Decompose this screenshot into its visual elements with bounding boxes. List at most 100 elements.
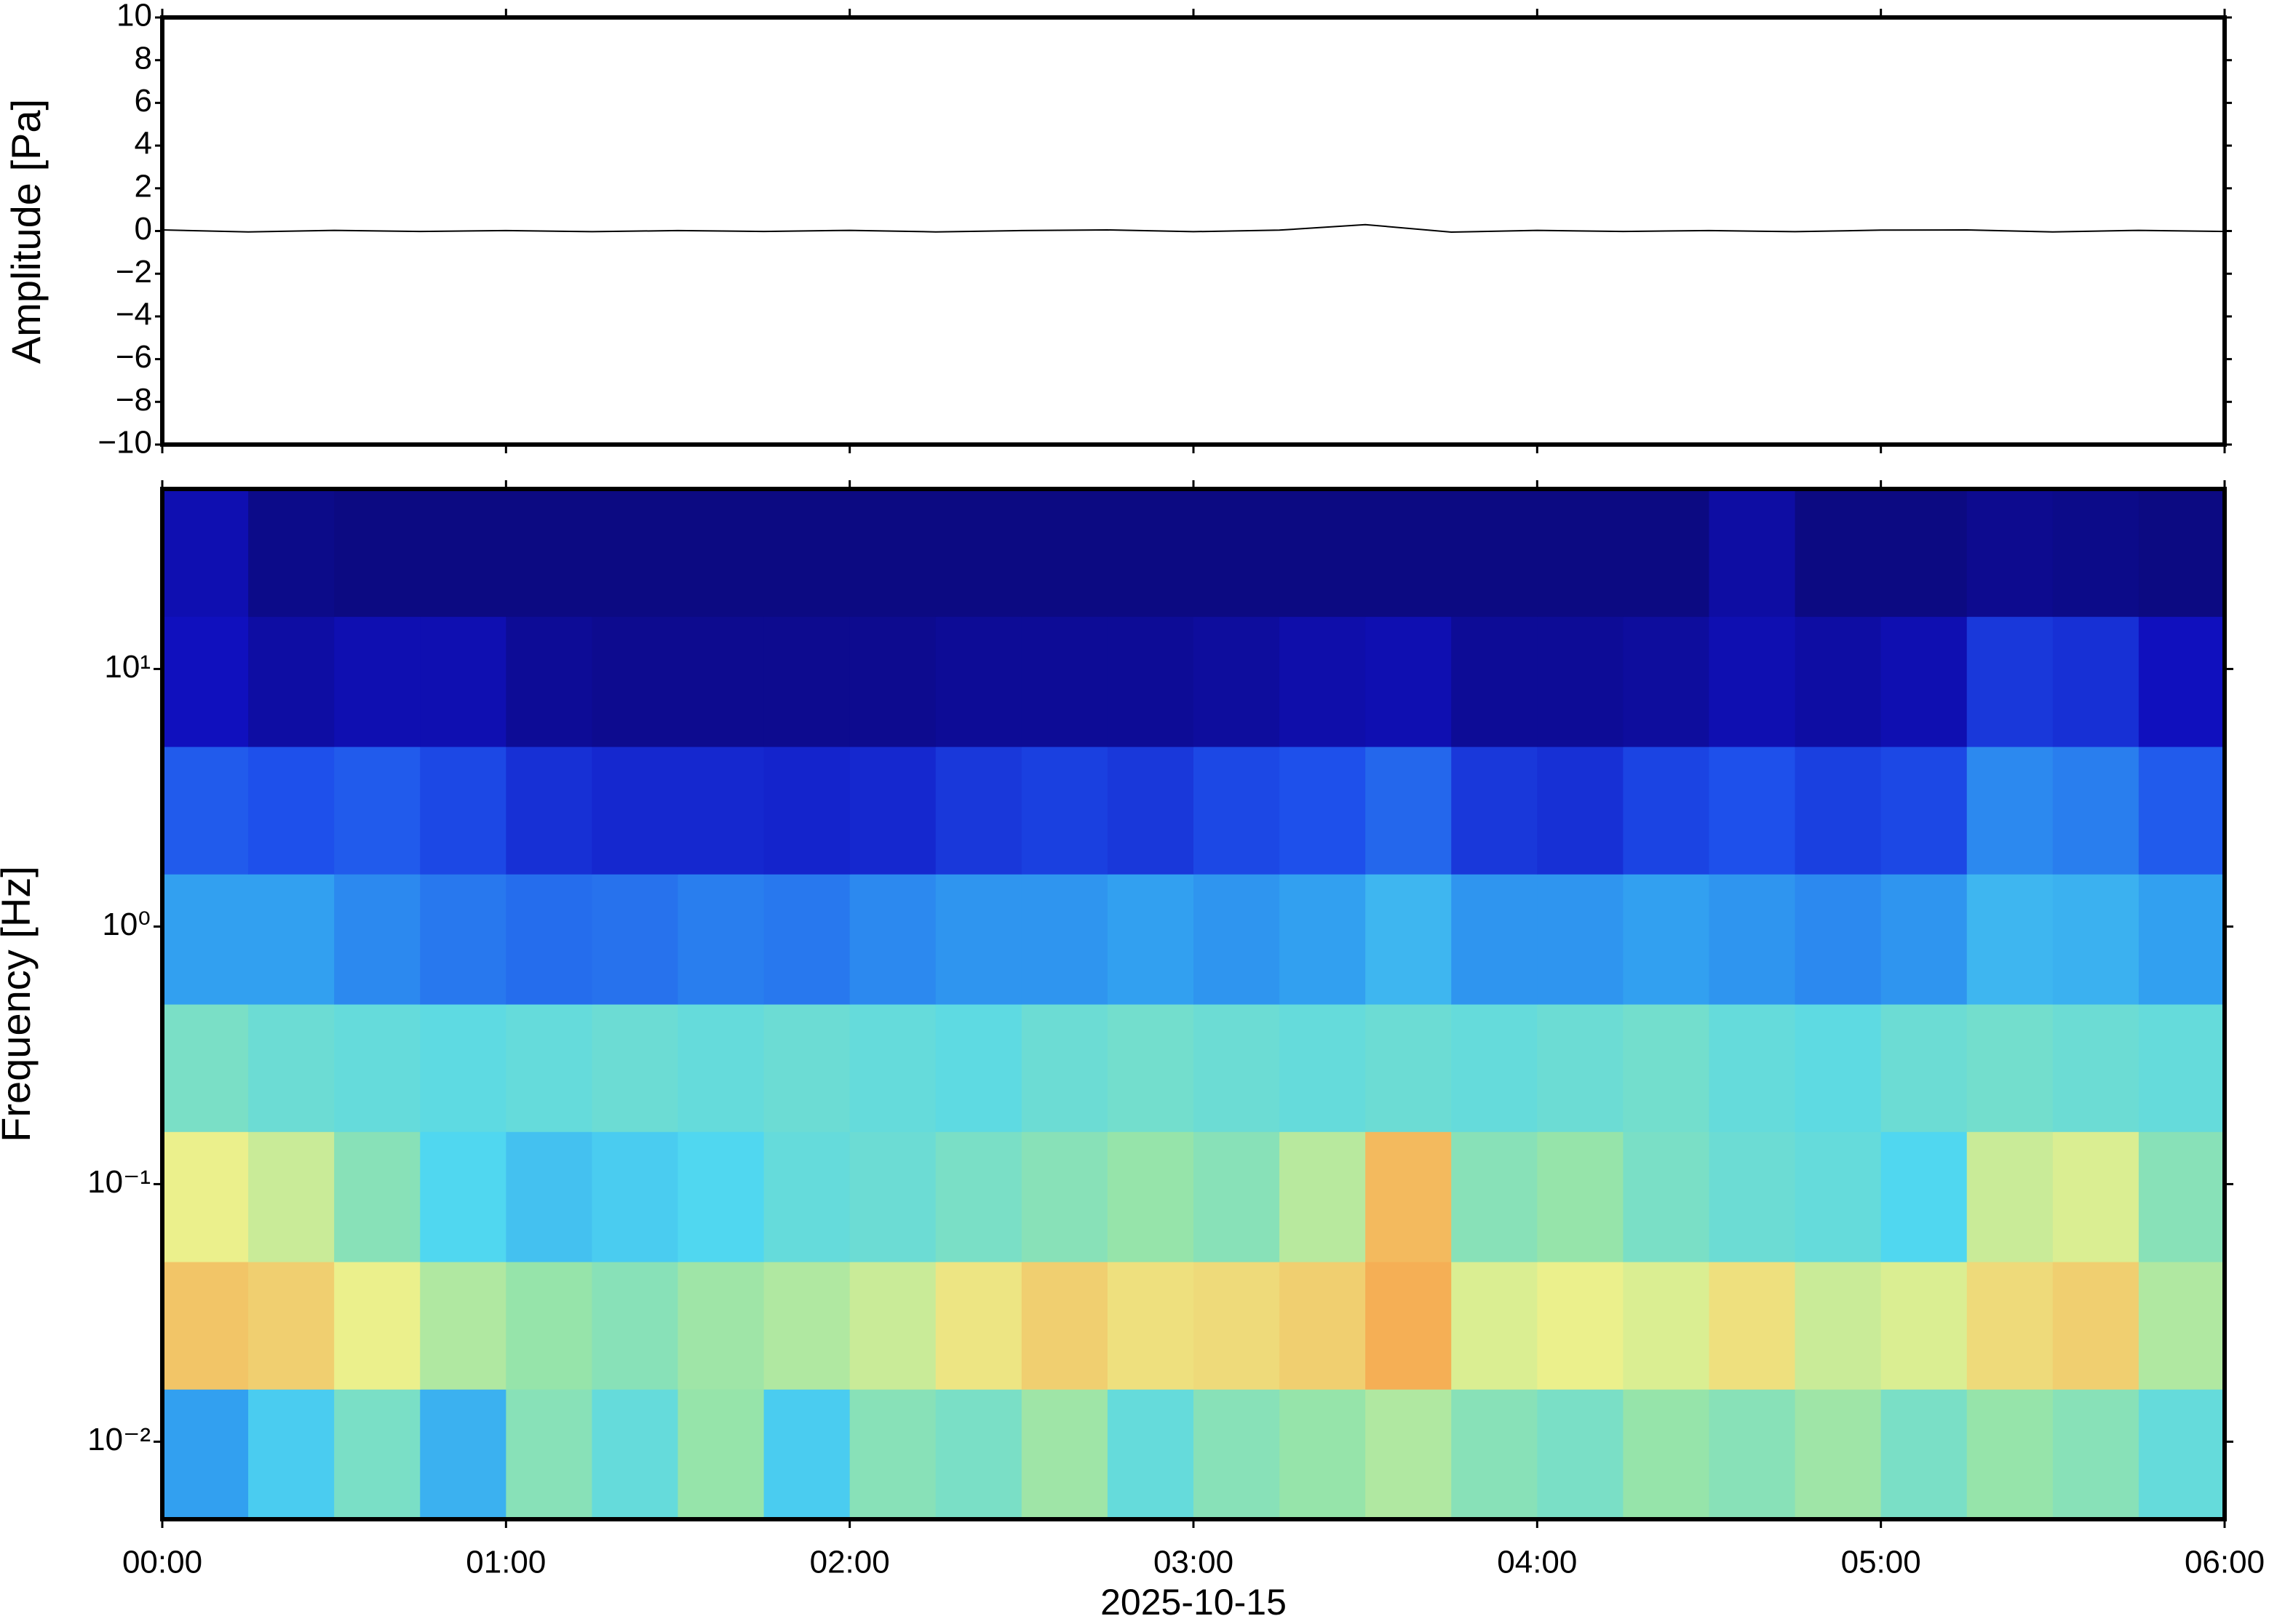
spectrogram-cell (1537, 1389, 1624, 1520)
spectrogram-cell (162, 1389, 249, 1520)
spectrogram-cell (935, 1004, 1022, 1132)
spectrogram-cell (334, 1131, 421, 1262)
spectrogram-cell (1709, 1262, 1796, 1390)
spectrogram-cell (849, 1389, 937, 1520)
spectrogram-cell (1966, 747, 2054, 875)
spectrogram-cell (1107, 489, 1194, 617)
spectrogram-cell (420, 1131, 506, 1262)
spectrogram-cell (1193, 616, 1280, 747)
spectrogram-cell (1537, 747, 1624, 875)
spectrogram-cell (935, 1389, 1022, 1520)
spectrogram-cell (1537, 1004, 1624, 1132)
y-tick-label: 10⁰ (102, 907, 151, 942)
spectrogram-cell (849, 747, 937, 875)
spectrogram-cell (849, 1004, 937, 1132)
spectrogram-cell (1365, 1262, 1452, 1390)
spectrogram-cell (1279, 1131, 1366, 1262)
y-tick-label: −6 (116, 339, 152, 375)
y-tick-label: 0 (135, 211, 152, 247)
spectrogram-cell (849, 489, 937, 617)
y-tick-label: −2 (116, 254, 152, 290)
spectrogram-cell (334, 1389, 421, 1520)
spectrogram-cell (677, 489, 765, 617)
spectrogram-cell (1021, 489, 1108, 617)
spectrogram-cell (248, 1262, 335, 1390)
spectrogram-cell (2052, 616, 2139, 747)
spectrogram-cell (763, 874, 851, 1005)
spectrogram-cell (1279, 489, 1366, 617)
spectrogram-cell (1795, 616, 1882, 747)
spectrogram-cell (1709, 1004, 1796, 1132)
spectrogram-cell (1021, 747, 1108, 875)
spectrogram-cell (1623, 489, 1710, 617)
spectrogram-cell (248, 489, 335, 617)
y-tick-label: 4 (135, 126, 152, 162)
spectrogram-cell (1365, 489, 1452, 617)
y-tick-label: 8 (135, 40, 152, 76)
spectrogram-cell (2052, 1389, 2139, 1520)
spectrogram-cell (1107, 874, 1194, 1005)
spectrogram-cell (2052, 489, 2139, 617)
spectrogram-cell (1709, 616, 1796, 747)
spectrogram-cell (1623, 874, 1710, 1005)
spectrogram-cell (2138, 1262, 2225, 1390)
spectrogram-cell (1021, 1389, 1108, 1520)
spectrogram-cell (420, 747, 506, 875)
spectrogram-cell (2138, 1131, 2225, 1262)
spectrogram-cell (420, 1004, 506, 1132)
spectrogram-cell (1966, 1131, 2054, 1262)
spectrogram-cell (1021, 1004, 1108, 1132)
spectrogram-cell (592, 1262, 679, 1390)
spectrogram-cell (763, 616, 851, 747)
spectrogram-cell (1279, 747, 1366, 875)
spectrogram-cell (2138, 747, 2225, 875)
spectrogram-cell (1021, 874, 1108, 1005)
spectrogram-cell (1451, 747, 1538, 875)
spectrogram-cell (248, 1131, 335, 1262)
spectrogram-cell (506, 1131, 593, 1262)
spectrogram-cell (1880, 489, 1968, 617)
spectrogram-cell (334, 747, 421, 875)
spectrogram-cell (1795, 874, 1882, 1005)
spectrogram-cell (592, 489, 679, 617)
spectrogram-cell (2138, 616, 2225, 747)
spectrogram-cell (1623, 1262, 1710, 1390)
spectrogram-cell (506, 874, 593, 1005)
spectrogram-cell (1966, 489, 2054, 617)
spectrogram-cell (592, 874, 679, 1005)
spectrogram-cell (1880, 747, 1968, 875)
spectrogram-cell (1880, 1262, 1968, 1390)
spectrogram-cell (2052, 1004, 2139, 1132)
spectrogram-cell (1365, 747, 1452, 875)
spectrogram-cell (1623, 1389, 1710, 1520)
spectrogram-cell (763, 1389, 851, 1520)
spectrogram-cell (1107, 1131, 1194, 1262)
x-tick-label: 00:00 (122, 1545, 202, 1580)
y-tick-label: 6 (135, 83, 152, 119)
spectrogram-cell (162, 1004, 249, 1132)
spectrogram-cell (162, 1131, 249, 1262)
spectrogram-cell (1795, 1262, 1882, 1390)
x-tick-label: 04:00 (1497, 1545, 1577, 1580)
spectrogram-cell (935, 874, 1022, 1005)
spectrogram-cell (1021, 1131, 1108, 1262)
spectrogram-cell (1451, 1262, 1538, 1390)
x-tick-label: 03:00 (1153, 1545, 1233, 1580)
spectrogram-cell (1279, 874, 1366, 1005)
spectrogram-cell (334, 874, 421, 1005)
spectrogram-cell (677, 616, 765, 747)
spectrogram-cell (1537, 874, 1624, 1005)
waveform (162, 223, 2225, 234)
spectrogram-cell (677, 1131, 765, 1262)
spectrogram-cell (763, 1131, 851, 1262)
spectrogram-cell (420, 489, 506, 617)
spectrogram-cell (1365, 616, 1452, 747)
spectrogram-cell (1966, 874, 2054, 1005)
spectrogram-cell (763, 489, 851, 617)
spectrogram-cell (935, 1131, 1022, 1262)
spectrogram-cell (935, 1262, 1022, 1390)
spectrogram-cell (334, 1262, 421, 1390)
spectrogram-cell (1966, 616, 2054, 747)
spectrogram-cell (1537, 616, 1624, 747)
